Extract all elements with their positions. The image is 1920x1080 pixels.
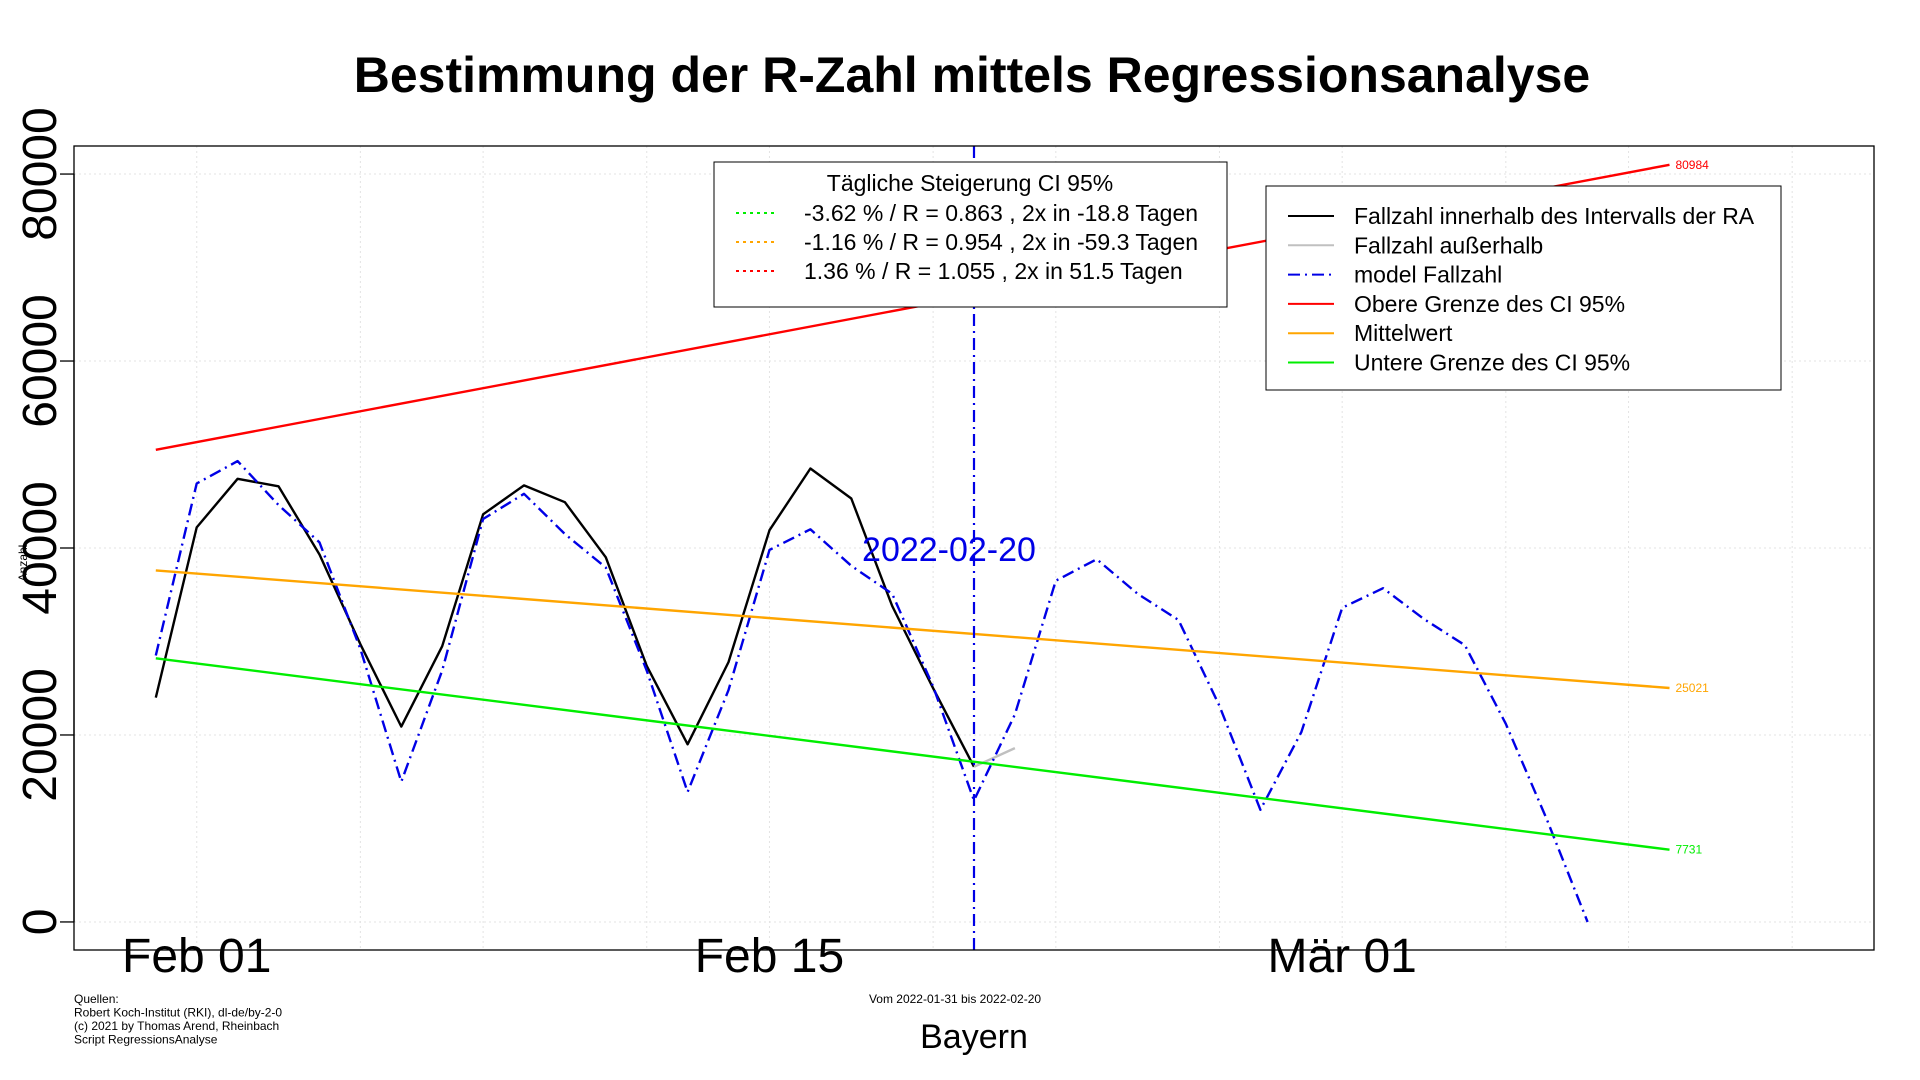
legend-ci-title: Tägliche Steigerung CI 95% xyxy=(827,170,1113,196)
legend-ci: Tägliche Steigerung CI 95% -3.62 % / R = … xyxy=(713,161,1228,308)
y-tick-label: 40000 xyxy=(14,481,67,614)
period-text: Vom 2022-01-31 bis 2022-02-20 xyxy=(869,992,1041,1006)
y-axis-label: Anzahl xyxy=(16,545,30,582)
y-tick-label: 20000 xyxy=(14,668,67,801)
footnote-line: (c) 2021 by Thomas Arend, Rheinbach xyxy=(74,1019,279,1033)
legend-series: Fallzahl innerhalb des Intervalls der RA… xyxy=(1265,185,1782,391)
series-line-0 xyxy=(154,467,976,768)
footer: Quellen:Robert Koch-Institut (RKI), dl-d… xyxy=(74,992,1041,1047)
legend-series-entry: Obere Grenze des CI 95% xyxy=(1354,291,1625,317)
series-end-label: 80984 xyxy=(1675,158,1709,172)
legend-series-entry: Untere Grenze des CI 95% xyxy=(1354,350,1630,376)
legend-series-entry: Mittelwert xyxy=(1354,320,1453,346)
legend-series-entry: Fallzahl außerhalb xyxy=(1354,232,1543,258)
marker-date-label: 2022-02-20 xyxy=(862,531,1036,569)
legend-ci-entry: 1.36 % / R = 1.055 , 2x in 51.5 Tagen xyxy=(804,258,1183,284)
series-line-4 xyxy=(155,569,1670,690)
legend-series-box xyxy=(1265,185,1782,391)
y-tick-label: 0 xyxy=(14,909,67,936)
legend-series-entry: model Fallzahl xyxy=(1354,262,1502,288)
series-end-label: 25021 xyxy=(1675,681,1709,695)
footnote-line: Quellen: xyxy=(74,992,119,1006)
x-tick-label: Feb 01 xyxy=(122,930,271,983)
legend-ci-box xyxy=(713,161,1228,308)
footnote-line: Script RegressionsAnalyse xyxy=(74,1033,218,1047)
x-tick-label: Mär 01 xyxy=(1267,930,1416,983)
legend-ci-entry: -3.62 % / R = 0.863 , 2x in -18.8 Tagen xyxy=(804,200,1198,226)
y-tick-label: 60000 xyxy=(14,294,67,427)
x-tick-label: Feb 15 xyxy=(695,930,844,983)
y-tick-label: 80000 xyxy=(14,107,67,240)
legend-series-entry: Fallzahl innerhalb des Intervalls der RA xyxy=(1354,203,1755,229)
footnote-line: Robert Koch-Institut (RKI), dl-de/by-2-0 xyxy=(74,1006,282,1020)
x-axis-label: Bayern xyxy=(920,1018,1028,1056)
axes: 0 20000 40000 60000 80000 Feb 01 Feb 15 Mär 01 xyxy=(14,107,1417,983)
chart-title: Bestimmung der R-Zahl mittels Regression… xyxy=(354,47,1590,103)
series-line-5 xyxy=(155,657,1670,851)
legend-ci-entry: -1.16 % / R = 0.954 , 2x in -59.3 Tagen xyxy=(804,229,1198,255)
series-end-label: 7731 xyxy=(1675,843,1702,857)
